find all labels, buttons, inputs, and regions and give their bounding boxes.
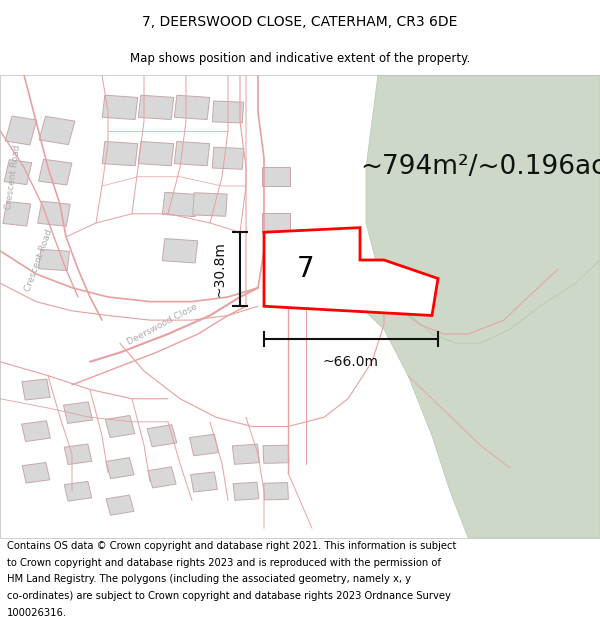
Bar xyxy=(263,482,289,500)
Text: Map shows position and indicative extent of the property.: Map shows position and indicative extent… xyxy=(130,52,470,65)
Bar xyxy=(5,116,37,145)
Polygon shape xyxy=(264,228,438,316)
Bar xyxy=(233,482,259,501)
Bar xyxy=(106,458,134,479)
Text: 100026316.: 100026316. xyxy=(7,608,67,618)
Bar xyxy=(262,213,290,232)
Bar xyxy=(212,148,244,169)
Bar xyxy=(22,462,50,483)
Polygon shape xyxy=(360,260,600,538)
Bar xyxy=(193,192,227,216)
Bar xyxy=(103,141,137,166)
Text: ~30.8m: ~30.8m xyxy=(213,241,227,297)
Text: Deerswood Close: Deerswood Close xyxy=(125,302,199,347)
Bar xyxy=(64,481,92,501)
Text: Contains OS data © Crown copyright and database right 2021. This information is : Contains OS data © Crown copyright and d… xyxy=(7,541,457,551)
Bar xyxy=(147,424,177,447)
Text: 7: 7 xyxy=(297,255,315,283)
Bar xyxy=(22,379,50,400)
Text: ~66.0m: ~66.0m xyxy=(323,355,379,369)
Bar xyxy=(64,444,92,464)
Bar xyxy=(263,445,289,463)
Bar xyxy=(105,416,135,437)
Text: Crescent Road: Crescent Road xyxy=(23,228,55,292)
Bar xyxy=(106,495,134,515)
Bar xyxy=(212,101,244,123)
Text: 7, DEERSWOOD CLOSE, CATERHAM, CR3 6DE: 7, DEERSWOOD CLOSE, CATERHAM, CR3 6DE xyxy=(142,15,458,29)
Bar xyxy=(148,467,176,488)
Text: co-ordinates) are subject to Crown copyright and database rights 2023 Ordnance S: co-ordinates) are subject to Crown copyr… xyxy=(7,591,451,601)
Bar xyxy=(39,116,75,144)
Bar xyxy=(103,95,137,119)
Bar xyxy=(64,402,92,423)
Bar xyxy=(232,444,260,464)
Bar xyxy=(3,201,31,226)
Bar xyxy=(139,141,173,166)
Text: Crescent Road: Crescent Road xyxy=(4,144,22,210)
Bar xyxy=(22,421,50,441)
Bar xyxy=(175,141,209,166)
Bar xyxy=(38,159,72,185)
Bar xyxy=(191,472,217,492)
Bar xyxy=(190,434,218,456)
Bar xyxy=(163,239,197,263)
Bar xyxy=(175,95,209,119)
Text: HM Land Registry. The polygons (including the associated geometry, namely x, y: HM Land Registry. The polygons (includin… xyxy=(7,574,411,584)
Bar xyxy=(163,192,197,217)
Bar xyxy=(4,159,32,184)
Bar xyxy=(262,167,290,186)
Bar xyxy=(38,201,70,226)
Polygon shape xyxy=(366,75,600,343)
Bar xyxy=(38,249,70,271)
Text: ~794m²/~0.196ac.: ~794m²/~0.196ac. xyxy=(360,154,600,181)
Bar xyxy=(139,95,173,119)
Text: to Crown copyright and database rights 2023 and is reproduced with the permissio: to Crown copyright and database rights 2… xyxy=(7,558,441,568)
